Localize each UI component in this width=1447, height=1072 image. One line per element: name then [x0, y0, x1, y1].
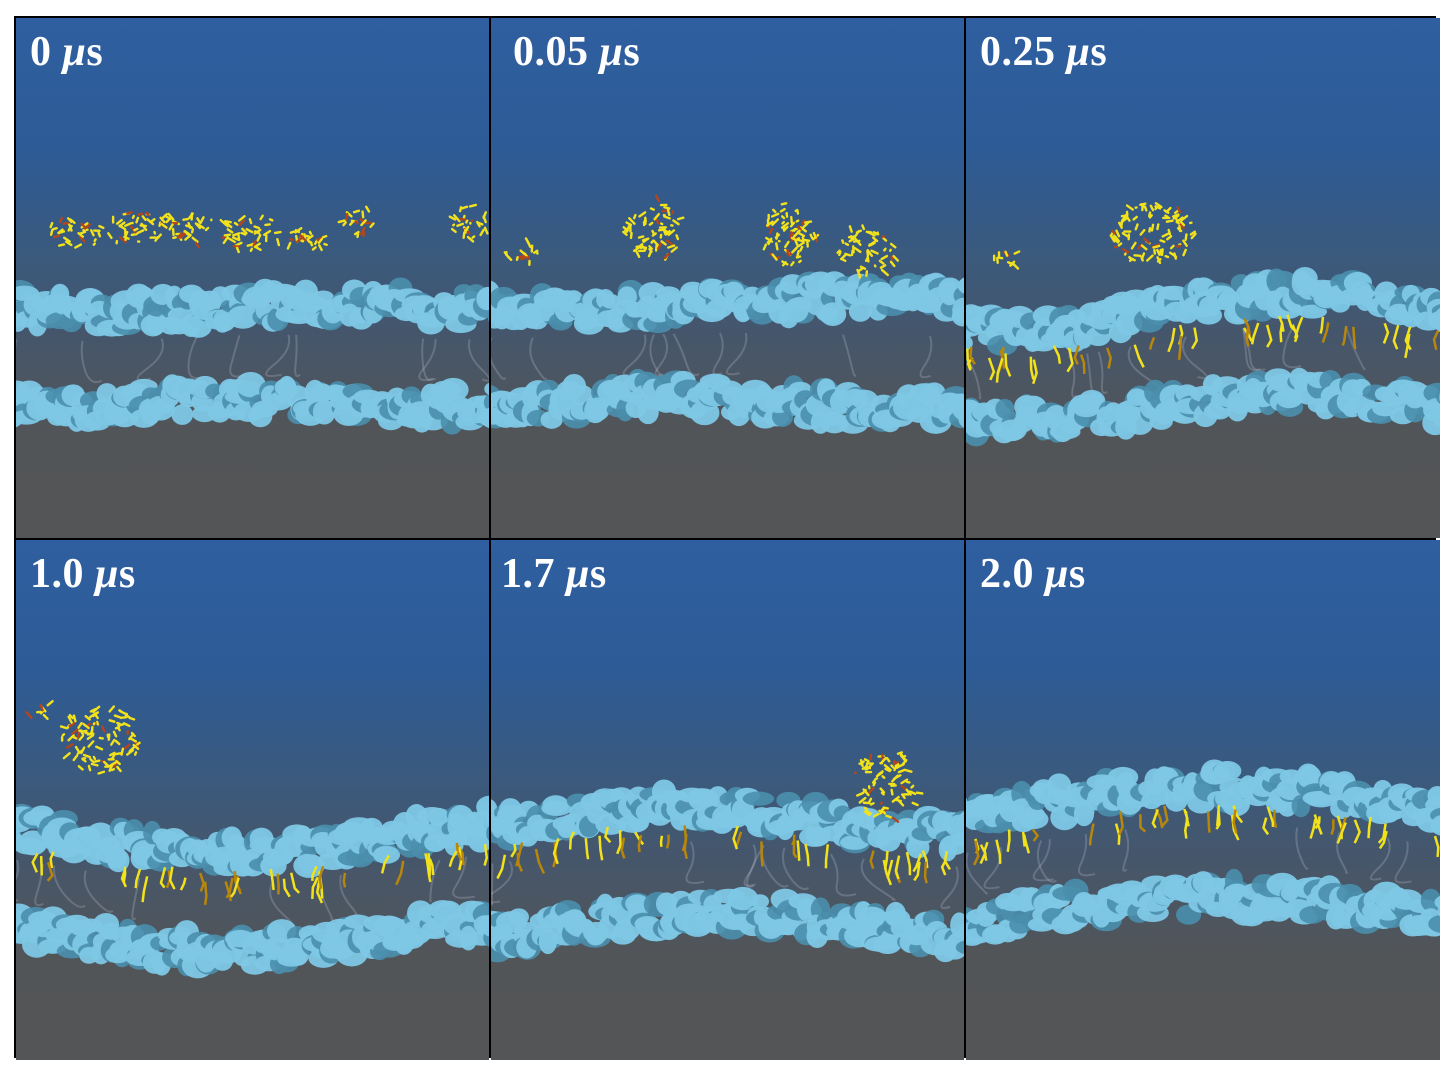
simulation-figure-grid: 0 μs 0.05 μs 0.25 μs 1.0 μs 1.7 μs 2.0 μ…: [14, 16, 1440, 1060]
snapshot-panel-2.0us: 2.0 μs: [966, 540, 1440, 1060]
lipid-leaflet: [966, 367, 1440, 447]
time-label: 2.0 μs: [980, 551, 1086, 597]
membrane-scene: [966, 759, 1440, 946]
membrane-scene: [491, 194, 964, 434]
membrane-scene: [16, 203, 489, 435]
time-label: 0.05 μs: [513, 29, 641, 75]
membrane-scene: [16, 700, 489, 979]
time-label: 1.7 μs: [501, 551, 607, 597]
snapshot-panel-0.25us: 0.25 μs: [966, 18, 1440, 538]
lipid-leaflet: [16, 795, 489, 878]
polymer-aggregate: [1109, 202, 1197, 265]
polymer-aggregate: [622, 194, 685, 261]
lipid-leaflet: [491, 271, 964, 335]
polymer-aggregate: [59, 705, 141, 775]
membrane-scene: [966, 202, 1440, 447]
polymer-aggregate: [163, 212, 213, 249]
membrane-scene: [491, 751, 964, 963]
polymer-aggregate: [836, 224, 900, 279]
snapshot-panel-1.7us: 1.7 μs: [491, 540, 964, 1060]
lipid-leaflet: [491, 368, 964, 434]
lipid-leaflet: [966, 759, 1440, 836]
polymer-aggregate: [219, 214, 282, 254]
polymer-aggregate: [337, 205, 375, 239]
lipid-leaflet: [16, 277, 489, 338]
polymer-aggregate: [854, 751, 924, 823]
polymer-aggregate: [503, 237, 539, 267]
lipid-leaflet: [491, 886, 964, 963]
time-label: 1.0 μs: [30, 551, 136, 597]
time-label: 0 μs: [30, 29, 104, 75]
snapshot-panel-1.0us: 1.0 μs: [16, 540, 489, 1060]
lipid-leaflet: [491, 779, 964, 862]
time-label: 0.25 μs: [980, 29, 1108, 75]
polymer-aggregate: [107, 211, 168, 245]
polymer-aggregate: [762, 202, 820, 267]
polymer-aggregate: [992, 250, 1021, 270]
polymer-aggregate: [448, 203, 489, 243]
polymer-aggregate: [49, 217, 105, 249]
lipid-leaflet: [16, 900, 489, 979]
polymer-aggregate: [25, 700, 54, 720]
lipid-leaflet: [966, 868, 1440, 946]
polymer-aggregate: [286, 227, 328, 252]
lipid-leaflet: [16, 371, 489, 435]
snapshot-panel-0us: 0 μs: [16, 18, 489, 538]
snapshot-panel-0.05us: 0.05 μs: [491, 18, 964, 538]
lipid-leaflet: [966, 267, 1440, 356]
